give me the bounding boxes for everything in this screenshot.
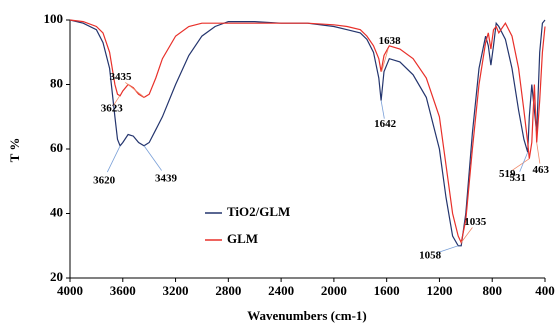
annotation: 3435 bbox=[110, 71, 133, 83]
series-line bbox=[69, 19, 546, 245]
x-tick-label: 4000 bbox=[57, 283, 83, 298]
annotation-leader bbox=[143, 145, 162, 171]
legend-label: GLM bbox=[227, 231, 258, 246]
annotation: 3439 bbox=[155, 172, 178, 184]
series-line bbox=[69, 19, 546, 247]
legend-label: TiO2/GLM bbox=[227, 204, 290, 219]
x-tick-label: 800 bbox=[482, 283, 502, 298]
y-axis-label: T % bbox=[7, 138, 22, 163]
annotation-leader bbox=[113, 95, 121, 106]
y-tick-label: 20 bbox=[50, 269, 63, 284]
annotation: 3620 bbox=[93, 174, 116, 186]
annotation-leader bbox=[536, 142, 541, 164]
annotation-leader bbox=[460, 227, 473, 243]
annotation-leader bbox=[106, 145, 121, 173]
x-axis-label: Wavenumbers (cm-1) bbox=[247, 308, 367, 323]
annotation-leader bbox=[125, 82, 145, 98]
annotation: 519 bbox=[499, 168, 516, 180]
annotation-leader bbox=[519, 152, 529, 172]
y-tick-label: 80 bbox=[50, 75, 63, 90]
x-tick-label: 2400 bbox=[268, 283, 294, 298]
y-tick-label: 40 bbox=[50, 204, 63, 219]
y-tick-label: 100 bbox=[44, 11, 64, 26]
annotation: 1638 bbox=[379, 35, 402, 47]
x-tick-label: 400 bbox=[535, 283, 555, 298]
annotation: 1058 bbox=[419, 249, 442, 261]
annotation: 1035 bbox=[464, 216, 487, 228]
x-tick-label: 1200 bbox=[426, 283, 452, 298]
x-tick-label: 2800 bbox=[215, 283, 241, 298]
annotation-leader bbox=[381, 48, 389, 72]
annotation: 531 bbox=[509, 172, 526, 184]
y-tick-label: 60 bbox=[50, 140, 63, 155]
x-tick-label: 2000 bbox=[321, 283, 347, 298]
annotation-leader bbox=[435, 245, 459, 254]
x-tick-label: 1600 bbox=[374, 283, 400, 298]
annotation-leader bbox=[511, 158, 530, 172]
annotation-leader bbox=[380, 100, 385, 119]
x-tick-label: 3600 bbox=[110, 283, 136, 298]
x-tick-label: 3200 bbox=[163, 283, 189, 298]
annotation: 1642 bbox=[374, 118, 397, 130]
annotation: 463 bbox=[532, 164, 549, 176]
annotation: 3623 bbox=[101, 102, 124, 114]
